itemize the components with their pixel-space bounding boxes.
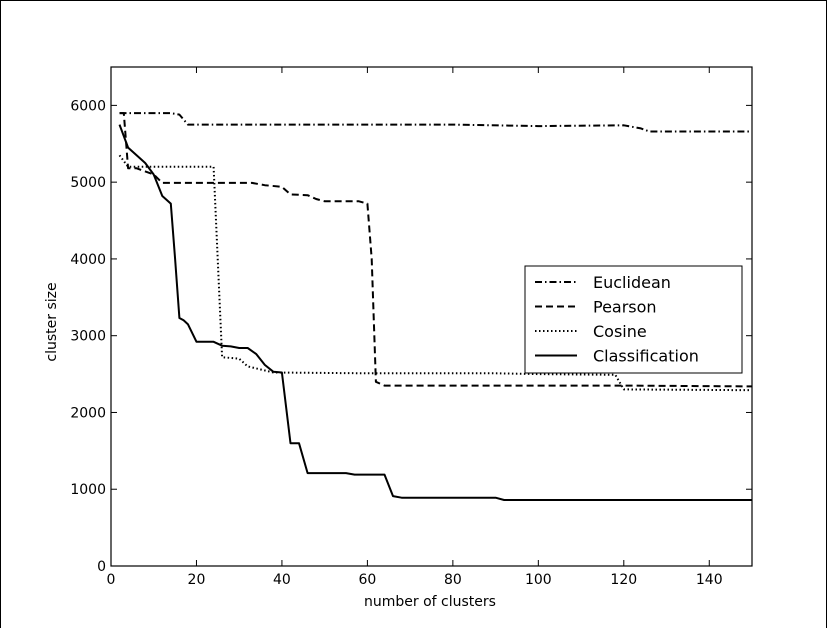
series-line-euclidean bbox=[119, 112, 752, 133]
y-tick-label: 5000 bbox=[70, 175, 106, 191]
series-line-pearson bbox=[119, 112, 752, 388]
x-tick-label: 80 bbox=[444, 572, 462, 588]
x-tick-label: 0 bbox=[107, 572, 116, 588]
x-tick-label: 40 bbox=[273, 572, 291, 588]
legend-label-pearson: Pearson bbox=[593, 298, 657, 317]
y-axis-label: cluster size bbox=[44, 282, 60, 361]
series-line-classification bbox=[118, 124, 752, 501]
y-tick-label: 1000 bbox=[70, 482, 106, 498]
x-tick-label: 140 bbox=[696, 572, 723, 588]
legend-box bbox=[524, 265, 743, 374]
x-tick-label: 20 bbox=[188, 572, 206, 588]
x-axis-label: number of clusters bbox=[364, 594, 496, 610]
y-tick-label: 3000 bbox=[70, 329, 106, 345]
x-tick-label: 100 bbox=[525, 572, 552, 588]
legend-label-cosine: Cosine bbox=[593, 322, 647, 341]
legend: Euclidean Pearson Cosine Classification bbox=[524, 265, 743, 374]
y-tick-label: 0 bbox=[97, 559, 106, 575]
x-tick-label: 120 bbox=[610, 572, 637, 588]
y-tick-label: 4000 bbox=[70, 252, 106, 268]
x-tick-label: 60 bbox=[358, 572, 376, 588]
plot-frame bbox=[110, 66, 753, 567]
y-tick-label: 2000 bbox=[70, 405, 106, 421]
legend-label-classification: Classification bbox=[593, 347, 699, 366]
legend-label-euclidean: Euclidean bbox=[593, 273, 671, 292]
y-tick-label: 6000 bbox=[70, 98, 106, 114]
